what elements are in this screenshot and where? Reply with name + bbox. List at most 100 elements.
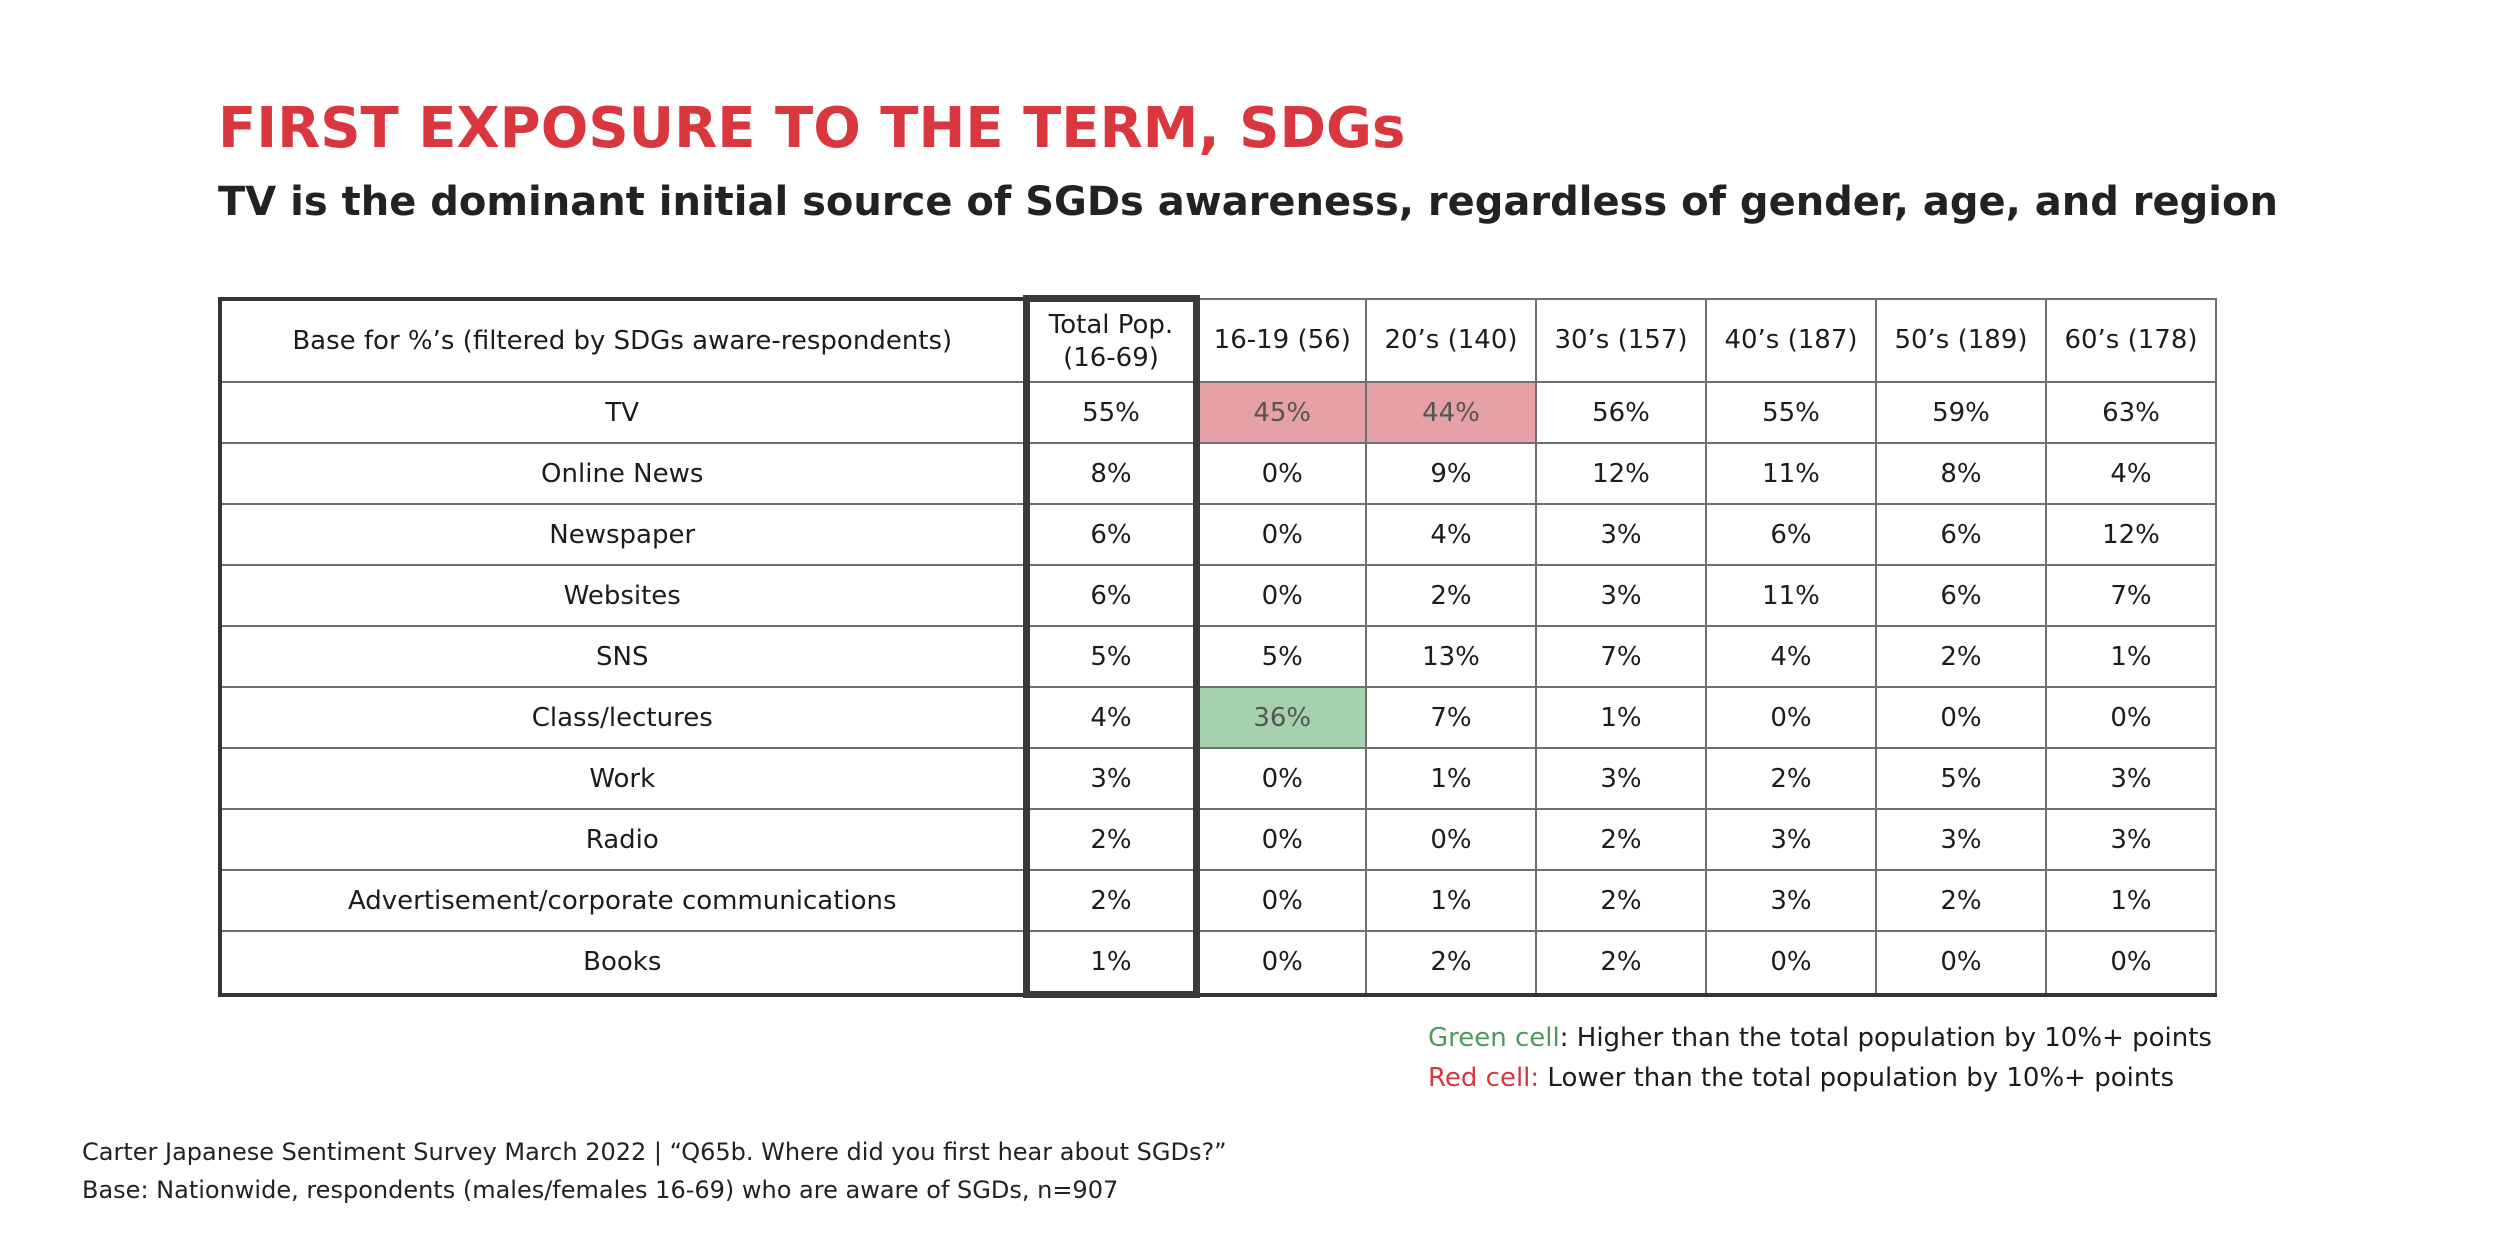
column-header-total-label: Total Pop. (16-69): [1048, 310, 1174, 373]
legend-green-text: : Higher than the total population by 10…: [1559, 1023, 2212, 1053]
value-cell: 2%: [1365, 564, 1537, 627]
value-cell: 2%: [1535, 808, 1707, 871]
value-cell: 0%: [1365, 808, 1537, 871]
value-cell: 6%: [1875, 503, 2047, 566]
legend-red: Red cell: Lower than the total populatio…: [1428, 1058, 2212, 1098]
total-value-cell: 6%: [1022, 564, 1200, 627]
value-cell: 59%: [1875, 381, 2047, 444]
value-cell: 1%: [2045, 625, 2217, 688]
value-cell: 55%: [1705, 381, 1877, 444]
value-cell: 7%: [1535, 625, 1707, 688]
value-cell: 11%: [1705, 442, 1877, 505]
total-value-cell: 55%: [1022, 381, 1200, 444]
value-cell: 36%: [1195, 686, 1367, 749]
source-note: Carter Japanese Sentiment Survey March 2…: [82, 1133, 1227, 1209]
table-header-row: Base for %’s (filtered by SDGs aware-res…: [218, 295, 2217, 383]
table-row: TV 55% 45% 44% 56% 55% 59% 63%: [218, 381, 2217, 444]
base-line: Base: Nationwide, respondents (males/fem…: [82, 1176, 1119, 1204]
value-cell: 1%: [2045, 869, 2217, 932]
value-cell: 56%: [1535, 381, 1707, 444]
table-row: Work 3% 0% 1% 3% 2% 5% 3%: [218, 747, 2217, 810]
value-cell: 8%: [1875, 442, 2047, 505]
total-value-cell: 1%: [1022, 930, 1200, 998]
column-header-16-19: 16-19 (56): [1195, 297, 1367, 383]
value-cell: 0%: [1195, 564, 1367, 627]
value-cell: 4%: [1365, 503, 1537, 566]
value-cell: 0%: [1195, 808, 1367, 871]
value-cell: 5%: [1195, 625, 1367, 688]
value-cell: 13%: [1365, 625, 1537, 688]
exposure-table: Base for %’s (filtered by SDGs aware-res…: [218, 295, 2217, 998]
value-cell: 7%: [1365, 686, 1537, 749]
value-cell: 1%: [1365, 869, 1537, 932]
table-body: TV 55% 45% 44% 56% 55% 59% 63% Online News 8% 0% 9%…: [218, 381, 2217, 998]
table-row: Radio 2% 0% 0% 2% 3% 3% 3%: [218, 808, 2217, 871]
row-label: Work: [218, 747, 1027, 810]
row-label: Online News: [218, 442, 1027, 505]
value-cell: 3%: [1705, 808, 1877, 871]
row-label: Newspaper: [218, 503, 1027, 566]
value-cell: 0%: [1195, 869, 1367, 932]
total-value-cell: 4%: [1022, 686, 1200, 749]
row-label: Radio: [218, 808, 1027, 871]
value-cell: 0%: [2045, 686, 2217, 749]
total-value-cell: 8%: [1022, 442, 1200, 505]
table-row: Online News 8% 0% 9% 12% 11% 8% 4%: [218, 442, 2217, 505]
row-label: Class/lectures: [218, 686, 1027, 749]
value-cell: 63%: [2045, 381, 2217, 444]
value-cell: 2%: [1875, 869, 2047, 932]
value-cell: 4%: [2045, 442, 2217, 505]
column-header-40s: 40’s (187): [1705, 297, 1877, 383]
table-row: Advertisement/corporate communications 2%…: [218, 869, 2217, 932]
row-label: Advertisement/corporate communications: [218, 869, 1027, 932]
column-header-20s: 20’s (140): [1365, 297, 1537, 383]
total-value-cell: 2%: [1022, 869, 1200, 932]
row-label: TV: [218, 381, 1027, 444]
row-label: Books: [218, 930, 1027, 997]
value-cell: 2%: [1535, 869, 1707, 932]
value-cell: 11%: [1705, 564, 1877, 627]
value-cell: 0%: [1195, 747, 1367, 810]
column-header-total: Total Pop. (16-69): [1022, 295, 1200, 383]
column-header-base: Base for %’s (filtered by SDGs aware-res…: [218, 296, 1027, 383]
value-cell: 45%: [1195, 381, 1367, 444]
value-cell: 5%: [1875, 747, 2047, 810]
value-cell: 3%: [1535, 503, 1707, 566]
table-row: Books 1% 0% 2% 2% 0% 0% 0%: [218, 930, 2217, 998]
value-cell: 3%: [1875, 808, 2047, 871]
page-subtitle: TV is the dominant initial source of SGD…: [218, 179, 2278, 225]
value-cell: 0%: [1875, 930, 2047, 997]
value-cell: 2%: [1535, 930, 1707, 997]
legend-red-text: Lower than the total population by 10%+ …: [1539, 1063, 2175, 1093]
value-cell: 0%: [1705, 930, 1877, 997]
table-row: SNS 5% 5% 13% 7% 4% 2% 1%: [218, 625, 2217, 688]
row-label: Websites: [218, 564, 1027, 627]
legend-red-label: Red cell:: [1428, 1063, 1540, 1093]
value-cell: 44%: [1365, 381, 1537, 444]
value-cell: 1%: [1365, 747, 1537, 810]
legend-green-label: Green cell: [1428, 1023, 1560, 1053]
value-cell: 3%: [2045, 808, 2217, 871]
value-cell: 4%: [1705, 625, 1877, 688]
total-value-cell: 5%: [1022, 625, 1200, 688]
table-row: Newspaper 6% 0% 4% 3% 6% 6% 12%: [218, 503, 2217, 566]
row-label: SNS: [218, 625, 1027, 688]
value-cell: 12%: [2045, 503, 2217, 566]
page-title: FIRST EXPOSURE TO THE TERM, SDGs: [218, 96, 1406, 161]
column-header-30s: 30’s (157): [1535, 297, 1707, 383]
legend: Green cell: Higher than the total popula…: [1428, 1018, 2212, 1098]
value-cell: 0%: [1195, 442, 1367, 505]
table-row: Websites 6% 0% 2% 3% 11% 6% 7%: [218, 564, 2217, 627]
table-row: Class/lectures 4% 36% 7% 1% 0% 0% 0%: [218, 686, 2217, 749]
value-cell: 7%: [2045, 564, 2217, 627]
value-cell: 3%: [2045, 747, 2217, 810]
value-cell: 12%: [1535, 442, 1707, 505]
value-cell: 3%: [1535, 747, 1707, 810]
total-value-cell: 2%: [1022, 808, 1200, 871]
value-cell: 0%: [1705, 686, 1877, 749]
source-line: Carter Japanese Sentiment Survey March 2…: [82, 1138, 1227, 1166]
value-cell: 6%: [1875, 564, 2047, 627]
column-header-50s: 50’s (189): [1875, 297, 2047, 383]
value-cell: 2%: [1365, 930, 1537, 997]
value-cell: 0%: [1195, 503, 1367, 566]
